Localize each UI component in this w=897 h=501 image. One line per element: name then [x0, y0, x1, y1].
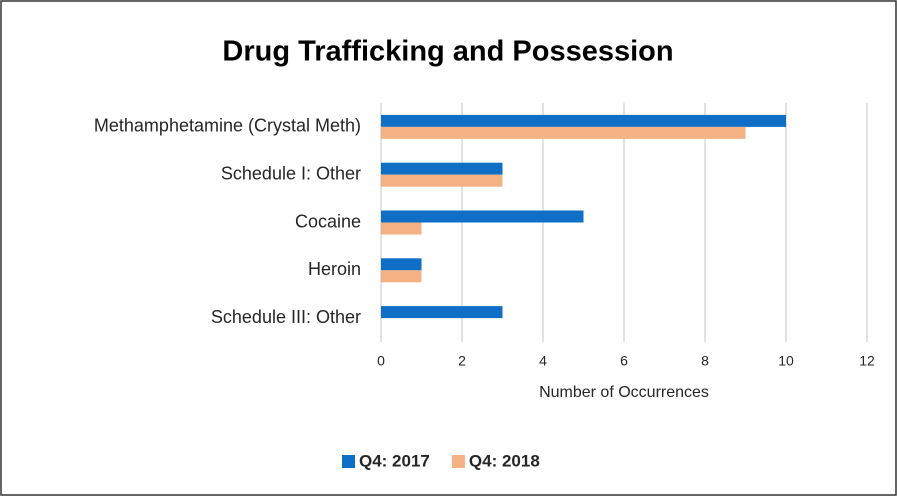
x-tick-label: 6	[620, 353, 628, 369]
bar	[381, 258, 422, 271]
bar	[381, 306, 503, 319]
bar	[381, 162, 503, 175]
bar	[381, 210, 584, 223]
y-tick-label: Schedule I: Other	[221, 163, 361, 183]
x-tick-label: 2	[458, 353, 466, 369]
x-tick-label: 4	[539, 353, 547, 369]
x-tick-label: 10	[778, 353, 794, 369]
y-tick-label: Cocaine	[295, 211, 361, 231]
y-tick-label: Heroin	[308, 259, 361, 279]
bar	[381, 174, 503, 187]
legend-label: Q4: 2017	[359, 451, 430, 470]
legend-swatch	[342, 455, 355, 468]
x-tick-label: 8	[701, 353, 709, 369]
bar	[381, 126, 746, 139]
y-tick-label: Schedule III: Other	[211, 307, 361, 327]
legend-swatch	[451, 455, 465, 468]
bar	[381, 222, 422, 235]
bar	[381, 270, 422, 283]
y-tick-label: Methamphetamine (Crystal Meth)	[94, 116, 361, 136]
bar	[381, 114, 786, 127]
legend-label: Q4: 2018	[469, 451, 540, 470]
x-axis-label: Number of Occurrences	[539, 384, 709, 401]
chart-title: Drug Trafficking and Possession	[222, 36, 673, 68]
x-tick-label: 12	[859, 353, 875, 369]
x-tick-label: 0	[377, 353, 385, 369]
